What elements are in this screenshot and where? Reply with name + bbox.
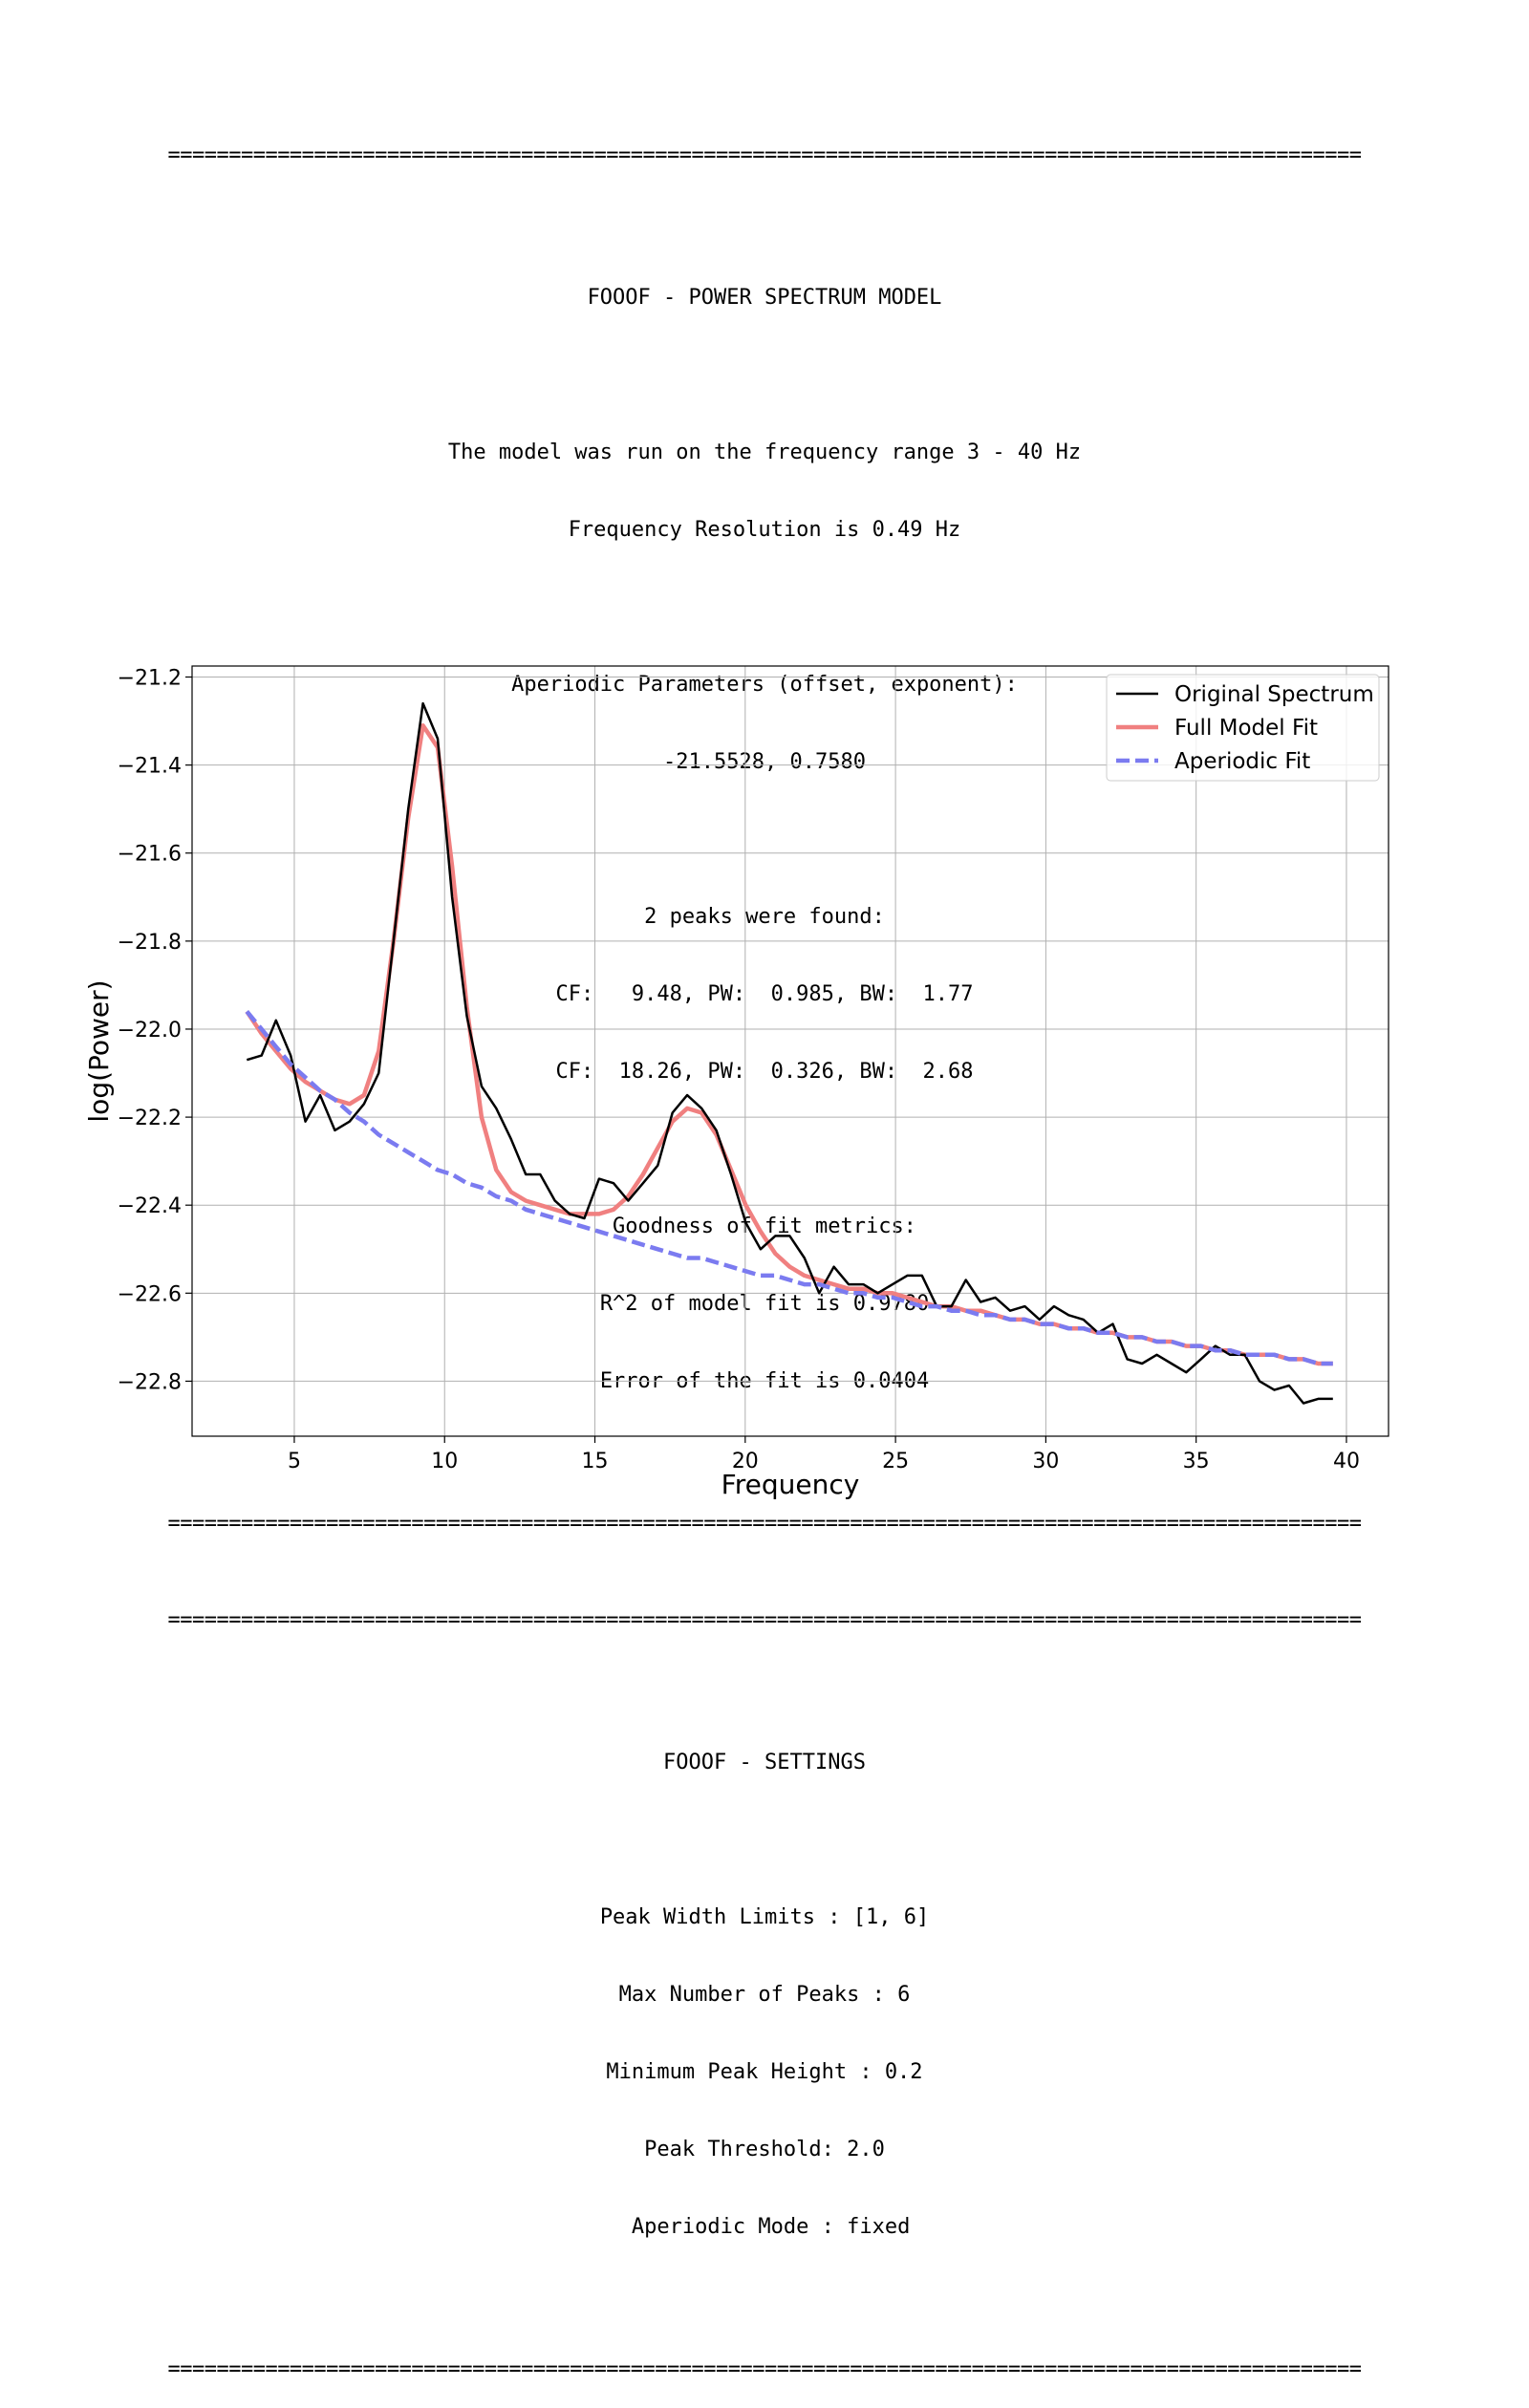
y-tick-label: −21.2 bbox=[118, 667, 182, 691]
frequency-resolution-line: Frequency Resolution is 0.49 Hz bbox=[568, 518, 961, 542]
y-tick-label: −21.4 bbox=[118, 755, 182, 779]
report-title: FOOOF - POWER SPECTRUM MODEL bbox=[587, 286, 942, 310]
settings-title: FOOOF - SETTINGS bbox=[663, 1751, 866, 1774]
x-tick-label: 20 bbox=[732, 1450, 759, 1473]
x-tick-label: 35 bbox=[1183, 1450, 1210, 1473]
y-axis-label: log(Power) bbox=[83, 979, 115, 1122]
legend-label-original: Original Spectrum bbox=[1174, 682, 1374, 707]
separator-line: ========================================… bbox=[167, 2357, 1362, 2381]
aperiodic-params-values: -21.5528, 0.7580 bbox=[663, 750, 866, 774]
settings-report: ========================================… bbox=[0, 1556, 1529, 2408]
max-peaks-line: Max Number of Peaks : 6 bbox=[618, 1983, 911, 2007]
x-axis-label: Frequency bbox=[721, 1469, 860, 1500]
x-tick-label: 5 bbox=[288, 1450, 301, 1473]
separator-line: ========================================… bbox=[167, 143, 1362, 167]
original-spectrum-line bbox=[246, 701, 1333, 1405]
frequency-range-line: The model was run on the frequency range… bbox=[447, 441, 1082, 464]
x-axis: 5 10 15 20 25 30 35 40 bbox=[288, 1436, 1360, 1473]
y-tick-label: −22.2 bbox=[118, 1107, 182, 1130]
separator-line: ========================================… bbox=[167, 1512, 1362, 1536]
y-tick-label: −22.0 bbox=[118, 1019, 182, 1043]
x-tick-label: 25 bbox=[882, 1450, 909, 1473]
aperiodic-mode-line: Aperiodic Mode : fixed bbox=[618, 2215, 911, 2239]
goodness-of-fit-heading: Goodness of fit metrics: bbox=[613, 1215, 916, 1238]
model-report: ========================================… bbox=[0, 91, 1529, 1562]
separator-line: ========================================… bbox=[167, 1608, 1362, 1632]
x-tick-label: 40 bbox=[1333, 1450, 1360, 1473]
y-axis: −21.2 −21.4 −21.6 −21.8 −22.0 −22.2 −22.4 −22.6… bbox=[118, 667, 192, 1394]
min-peak-height-line: Minimum Peak Height : 0.2 bbox=[606, 2060, 923, 2084]
legend-label-full-model: Full Model Fit bbox=[1174, 716, 1318, 741]
y-tick-label: −22.4 bbox=[118, 1194, 182, 1218]
aperiodic-fit-line bbox=[245, 1010, 1333, 1366]
report-line bbox=[0, 1827, 1529, 1853]
legend-box bbox=[1106, 674, 1380, 782]
peak-1-params: CF: 9.48, PW: 0.985, BW: 1.77 bbox=[555, 982, 974, 1006]
peak-width-limits-line: Peak Width Limits : [1, 6] bbox=[599, 1905, 930, 1929]
x-tick-label: 10 bbox=[431, 1450, 458, 1473]
y-tick-label: −21.6 bbox=[118, 843, 182, 867]
x-tick-label: 30 bbox=[1032, 1450, 1059, 1473]
legend: Original Spectrum Full Model Fit Aperiod… bbox=[1106, 674, 1380, 782]
y-tick-label: −21.8 bbox=[118, 931, 182, 955]
x-tick-label: 15 bbox=[582, 1450, 609, 1473]
report-line bbox=[0, 594, 1529, 620]
plot-frame bbox=[191, 665, 1389, 1437]
legend-label-aperiodic: Aperiodic Fit bbox=[1174, 749, 1310, 774]
peak-2-params: CF: 18.26, PW: 0.326, BW: 2.68 bbox=[555, 1060, 974, 1084]
power-spectrum-chart: 5 10 15 20 25 30 35 40 −21.2 −21.4 −21.6 −21.8 −22.… bbox=[83, 665, 1389, 1500]
y-tick-label: −22.6 bbox=[118, 1282, 182, 1306]
grid bbox=[192, 666, 1389, 1436]
series-layer bbox=[245, 701, 1333, 1405]
peaks-found-heading: 2 peaks were found: bbox=[644, 905, 885, 929]
peak-threshold-line: Peak Threshold: 2.0 bbox=[644, 2138, 885, 2161]
full-model-fit-line bbox=[245, 722, 1333, 1366]
r-squared-line: R^2 of model fit is 0.9780 bbox=[599, 1292, 930, 1316]
report-line bbox=[0, 362, 1529, 388]
y-tick-label: −22.8 bbox=[118, 1370, 182, 1394]
